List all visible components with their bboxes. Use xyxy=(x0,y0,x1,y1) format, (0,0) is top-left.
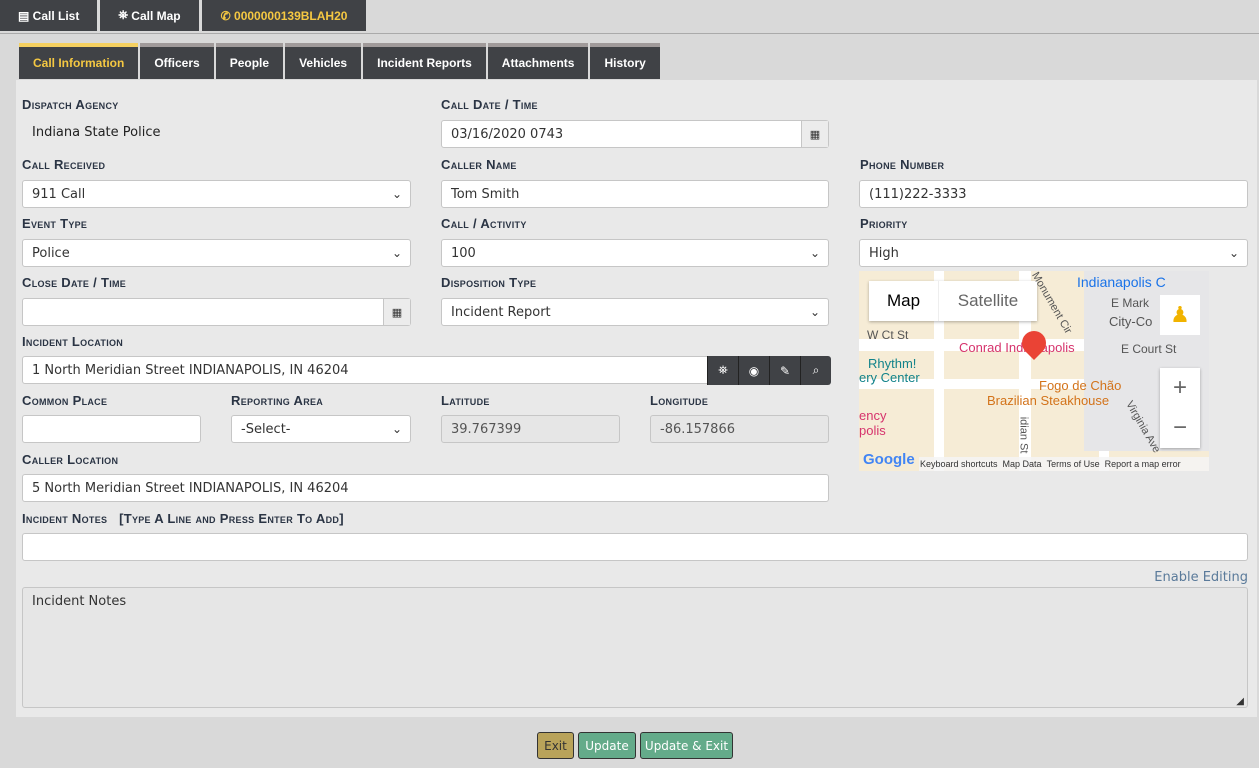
report-error-link[interactable]: Report a map error xyxy=(1104,459,1181,469)
zoom-control: + − xyxy=(1160,368,1200,448)
map-footer: Keyboard shortcuts Map Data Terms of Use… xyxy=(919,457,1209,471)
latitude-label: Latitude xyxy=(441,393,490,408)
calendar-icon[interactable]: ▦ xyxy=(801,121,828,147)
map-label: ery Center xyxy=(859,370,920,385)
priority-select[interactable]: High ⌄ xyxy=(859,239,1248,267)
call-activity-label: Call / Activity xyxy=(441,216,527,231)
caller-location-input[interactable]: 5 North Meridian Street INDIANAPOLIS, IN… xyxy=(22,474,829,502)
disposition-label: Disposition Type xyxy=(441,275,537,290)
event-type-select[interactable]: Police ⌄ xyxy=(22,239,411,267)
map-road xyxy=(1019,271,1031,471)
incident-notes-textarea[interactable]: Incident Notes ◢ xyxy=(22,587,1248,708)
dispatch-agency-label: Dispatch Agency xyxy=(22,97,119,112)
reporting-area-select[interactable]: -Select- ⌄ xyxy=(231,415,411,443)
longitude-field: -86.157866 xyxy=(650,415,829,443)
resize-handle-icon[interactable]: ◢ xyxy=(1236,696,1244,707)
search-icon[interactable]: ⌕ xyxy=(800,356,831,385)
caller-location-label: Caller Location xyxy=(22,452,119,467)
phone-label: Phone Number xyxy=(860,157,945,172)
close-date-label: Close Date / Time xyxy=(22,275,127,290)
chevron-down-icon: ⌄ xyxy=(391,422,402,436)
map-label: ency xyxy=(859,408,887,423)
location-actions: ⛯ ◉ ✎ ⌕ xyxy=(707,356,831,385)
incident-notes-input[interactable] xyxy=(22,533,1248,561)
incident-map[interactable]: Map Satellite Indianapolis C E Mark City… xyxy=(859,271,1209,471)
call-received-label: Call Received xyxy=(22,157,106,172)
priority-label: Priority xyxy=(860,216,908,231)
common-place-label: Common Place xyxy=(22,393,108,408)
event-type-label: Event Type xyxy=(22,216,88,231)
map-label: Conrad Indianapolis xyxy=(959,340,1075,355)
incident-location-input[interactable]: 1 North Meridian Street INDIANAPOLIS, IN… xyxy=(22,356,710,384)
map-label: W Ct St xyxy=(867,328,909,342)
google-logo: Google xyxy=(863,451,915,468)
map-label: Brazilian Steakhouse xyxy=(987,393,1110,408)
map-label: Indianapolis C xyxy=(1077,274,1166,290)
call-activity-select[interactable]: 100 ⌄ xyxy=(441,239,829,267)
terms-link[interactable]: Terms of Use xyxy=(1046,459,1100,469)
eye-icon[interactable]: ◉ xyxy=(738,356,769,385)
phone-icon: ✆ xyxy=(220,8,235,23)
clipboard-icon: ▤ xyxy=(18,8,33,23)
edit-icon[interactable]: ✎ xyxy=(769,356,800,385)
zoom-out-icon[interactable]: − xyxy=(1172,414,1187,441)
close-date-field[interactable]: ▦ xyxy=(22,298,411,326)
enable-editing-link[interactable]: Enable Editing xyxy=(1154,570,1248,585)
common-place-input[interactable] xyxy=(22,415,201,443)
chevron-down-icon: ⌄ xyxy=(1228,246,1239,260)
tab-officers[interactable]: Officers xyxy=(140,43,214,79)
map-label: idian St xyxy=(1017,416,1030,454)
update-exit-button[interactable]: Update & Exit xyxy=(640,732,733,759)
caller-name-label: Caller Name xyxy=(441,157,517,172)
map-marker-icon[interactable]: ⛯ xyxy=(707,356,738,385)
tab-call-information[interactable]: Call Information xyxy=(19,43,139,79)
update-button[interactable]: Update xyxy=(578,732,636,759)
satellite-tab[interactable]: Satellite xyxy=(957,291,1019,310)
longitude-label: Longitude xyxy=(650,393,709,408)
map-type-control: Map Satellite xyxy=(869,281,1037,321)
map-label: E Mark xyxy=(1111,296,1150,310)
zoom-in-icon[interactable]: + xyxy=(1172,374,1187,401)
exit-button[interactable]: Exit xyxy=(537,732,574,759)
incident-location-label: Incident Location xyxy=(22,334,124,349)
map-tab[interactable]: Map xyxy=(869,281,939,321)
chevron-down-icon: ⌄ xyxy=(809,305,820,319)
tab-vehicles[interactable]: Vehicles xyxy=(285,43,362,79)
map-icon: ⛯ xyxy=(118,8,132,22)
chevron-down-icon: ⌄ xyxy=(809,246,820,260)
current-call-button[interactable]: ✆ 0000000139BLAH20 xyxy=(201,0,367,31)
tab-attachments[interactable]: Attachments xyxy=(487,43,589,79)
keyboard-shortcuts-link[interactable]: Keyboard shortcuts xyxy=(920,459,998,469)
calendar-icon[interactable]: ▦ xyxy=(383,299,410,325)
caller-name-input[interactable]: Tom Smith xyxy=(441,180,829,208)
incident-notes-label: Incident Notes [Type A Line and Press En… xyxy=(22,511,344,526)
map-data-link[interactable]: Map Data xyxy=(1002,459,1042,469)
map-label: polis xyxy=(859,423,886,438)
tab-bar: Call Information Officers People Vehicle… xyxy=(19,43,660,79)
disposition-select[interactable]: Incident Report ⌄ xyxy=(441,298,829,326)
map-label: E Court St xyxy=(1121,342,1177,356)
map-road xyxy=(934,271,944,471)
chevron-down-icon: ⌄ xyxy=(391,187,402,201)
call-received-select[interactable]: 911 Call ⌄ xyxy=(22,180,411,208)
reporting-area-label: Reporting Area xyxy=(231,393,324,408)
tab-history[interactable]: History xyxy=(590,43,660,79)
top-nav: ▤ Call List ⛯ Call Map ✆ 0000000139BLAH2… xyxy=(0,0,367,31)
tab-people[interactable]: People xyxy=(215,43,284,79)
dispatch-agency-value: Indiana State Police xyxy=(32,125,161,140)
map-label: Fogo de Chão xyxy=(1039,378,1122,393)
map-label: Rhythm! xyxy=(868,356,917,371)
call-date-label: Call Date / Time xyxy=(441,97,538,112)
phone-input[interactable]: (111)222-3333 xyxy=(859,180,1248,208)
latitude-field: 39.767399 xyxy=(441,415,620,443)
map-label: City-Co xyxy=(1109,314,1153,329)
divider xyxy=(0,33,1259,34)
chevron-down-icon: ⌄ xyxy=(391,246,402,260)
tab-incident-reports[interactable]: Incident Reports xyxy=(363,43,486,79)
call-date-field[interactable]: 03/16/2020 0743 ▦ xyxy=(441,120,829,148)
street-view-pegman-icon[interactable]: ♟ xyxy=(1160,295,1200,335)
call-list-button[interactable]: ▤ Call List xyxy=(0,0,98,31)
call-map-button[interactable]: ⛯ Call Map xyxy=(100,0,199,31)
map-road xyxy=(859,379,1209,389)
